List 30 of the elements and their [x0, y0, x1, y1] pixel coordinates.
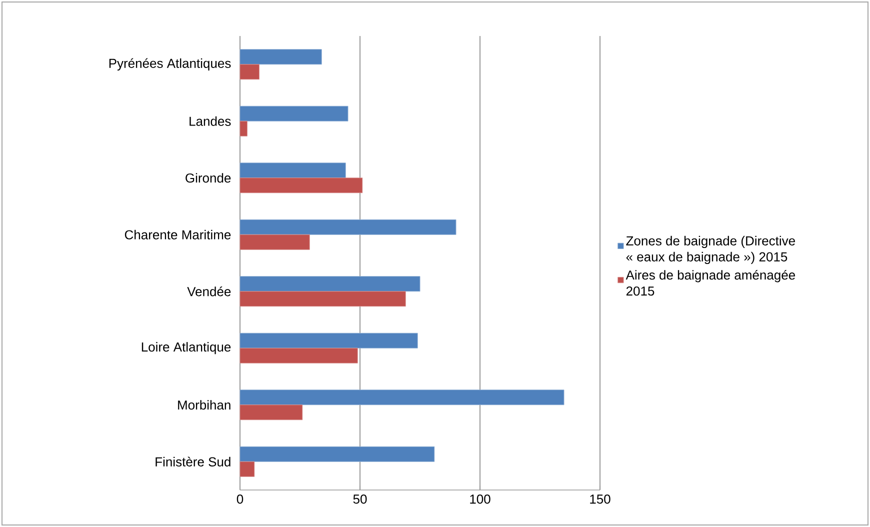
bar: [240, 178, 363, 194]
bar: [240, 390, 564, 406]
bar: [240, 461, 255, 477]
bar: [240, 219, 456, 235]
bar: [240, 404, 303, 420]
y-tick-label: Gironde: [186, 173, 231, 183]
bar: [240, 234, 310, 250]
y-tick-label: Loire Atlantique: [142, 342, 231, 354]
legend-label: Aires de baignade aménagée 2015: [626, 270, 796, 296]
bar: [240, 291, 406, 307]
bar: [240, 332, 418, 348]
x-tick-label: 100: [470, 494, 490, 504]
bar: [240, 446, 435, 462]
x-tick-label: 0: [236, 494, 244, 504]
bar: [240, 276, 420, 292]
bar: [240, 106, 348, 122]
bar: [240, 64, 260, 80]
y-tick-label: Charente Maritime: [124, 230, 231, 240]
y-tick-label: Finistère Sud: [156, 456, 230, 466]
bar: [240, 120, 248, 136]
bar: [240, 49, 322, 65]
y-tick-label: Vendée: [187, 286, 231, 296]
legend-label: Zones de baignade (Directive « eaux de baignade ») 2015: [626, 236, 795, 264]
y-tick-label: Landes: [190, 116, 231, 126]
x-tick-label: 50: [353, 494, 367, 504]
bar: [240, 162, 346, 178]
x-tick-label: 150: [590, 494, 610, 504]
y-tick-label: Morbihan: [178, 400, 230, 410]
y-tick-label: Pyrénées Atlantiques: [109, 58, 231, 71]
bar: [240, 348, 358, 364]
